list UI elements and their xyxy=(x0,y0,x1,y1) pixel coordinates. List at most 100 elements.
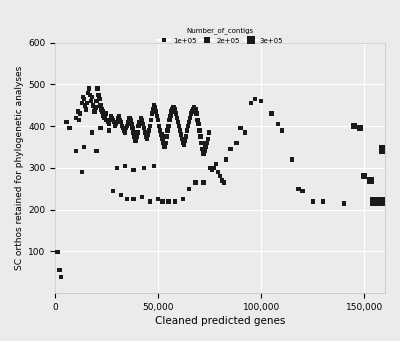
Point xyxy=(177,128,183,133)
Point xyxy=(175,119,181,125)
Point xyxy=(154,113,160,119)
Point xyxy=(91,109,98,114)
Point xyxy=(202,144,209,150)
Point xyxy=(98,107,105,112)
Point xyxy=(108,113,114,119)
Point xyxy=(111,119,117,125)
Point xyxy=(197,134,204,139)
Point xyxy=(81,144,87,150)
Point xyxy=(155,117,162,123)
Point xyxy=(109,115,115,121)
Point xyxy=(248,101,254,106)
Point xyxy=(146,128,152,133)
Point xyxy=(192,107,198,112)
Point xyxy=(219,178,225,183)
Point xyxy=(102,111,109,116)
Y-axis label: SC orthos retained for phylogenetic analyses: SC orthos retained for phylogenetic anal… xyxy=(15,66,24,270)
Point xyxy=(122,130,128,135)
Point xyxy=(213,161,219,166)
Point xyxy=(148,117,154,123)
Point xyxy=(182,138,188,144)
Point xyxy=(118,119,124,125)
Point xyxy=(138,194,145,200)
Point xyxy=(110,117,116,123)
Point xyxy=(211,165,217,170)
Point xyxy=(93,149,100,154)
Point xyxy=(77,111,83,116)
Point xyxy=(119,123,125,129)
Point xyxy=(188,111,194,116)
Point xyxy=(206,130,212,135)
Point xyxy=(150,107,156,112)
Point xyxy=(215,169,221,175)
Point xyxy=(153,109,159,114)
Point xyxy=(89,94,96,100)
Point xyxy=(227,146,234,152)
Point xyxy=(142,130,148,135)
Point xyxy=(83,107,89,112)
Point xyxy=(116,113,122,119)
Point xyxy=(204,140,210,146)
Point xyxy=(99,109,106,114)
Point xyxy=(123,125,130,131)
Point xyxy=(195,121,202,127)
Legend: 1e+05, 2e+05, 3e+05: 1e+05, 2e+05, 3e+05 xyxy=(155,26,285,45)
Point xyxy=(191,105,198,110)
Point xyxy=(258,99,264,104)
Point xyxy=(274,121,281,127)
Point xyxy=(357,125,364,131)
Point xyxy=(206,165,213,170)
Point xyxy=(56,267,63,273)
Point xyxy=(72,115,79,121)
Point xyxy=(179,136,185,142)
Point xyxy=(381,198,387,204)
Point xyxy=(202,149,208,154)
Point xyxy=(172,198,178,204)
Point xyxy=(351,123,357,129)
Point xyxy=(104,119,111,125)
Point xyxy=(117,117,123,123)
Point xyxy=(122,163,128,168)
Point xyxy=(106,128,112,133)
Point xyxy=(209,167,215,173)
Point xyxy=(168,109,175,114)
Point xyxy=(92,105,98,110)
Point xyxy=(183,134,189,139)
Point xyxy=(159,136,166,142)
Point xyxy=(172,111,179,116)
Point xyxy=(128,121,135,127)
Point xyxy=(176,123,182,129)
Point xyxy=(185,123,191,129)
Point xyxy=(367,178,374,183)
Point xyxy=(79,169,85,175)
Point xyxy=(198,140,205,146)
Point xyxy=(63,119,70,125)
Point xyxy=(189,109,196,114)
Point xyxy=(151,103,157,108)
Point xyxy=(75,109,81,114)
Point xyxy=(162,140,169,146)
Point xyxy=(320,198,326,204)
Point xyxy=(156,123,162,129)
Point xyxy=(129,125,136,131)
Point xyxy=(113,121,119,127)
Point xyxy=(170,105,177,110)
Point xyxy=(186,186,192,192)
Point xyxy=(163,134,170,139)
Point xyxy=(86,86,92,91)
Point xyxy=(174,115,180,121)
Point xyxy=(380,146,386,152)
Point xyxy=(136,123,142,129)
Point xyxy=(180,140,186,146)
Point xyxy=(147,123,153,129)
Point xyxy=(167,113,174,119)
Point xyxy=(130,196,137,202)
Point xyxy=(158,132,164,137)
Point xyxy=(152,105,158,110)
Point xyxy=(372,198,378,204)
Point xyxy=(72,149,79,154)
Point xyxy=(143,134,149,139)
Point xyxy=(124,196,130,202)
Point xyxy=(88,99,94,104)
Point xyxy=(104,117,110,123)
